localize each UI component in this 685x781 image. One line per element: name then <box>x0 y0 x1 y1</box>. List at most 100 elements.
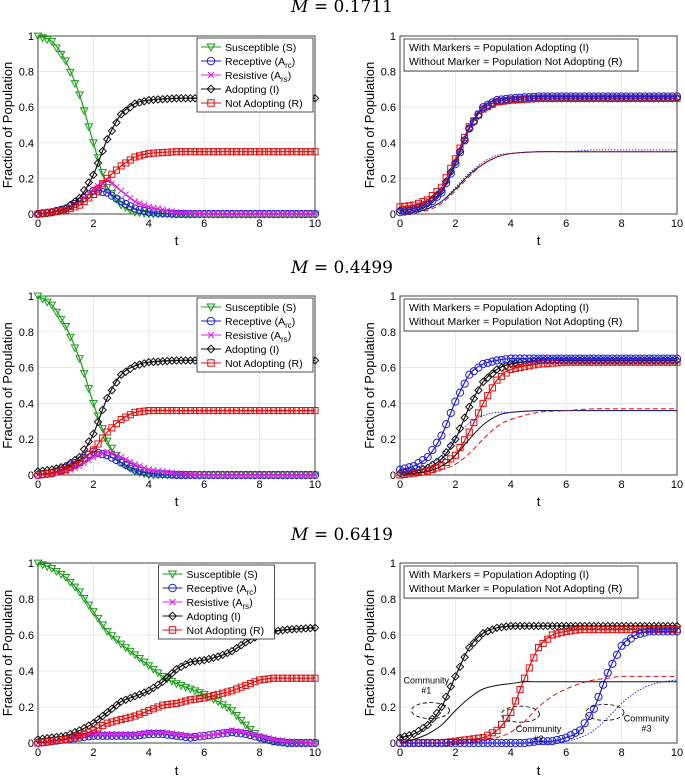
chart-panel-4: 0 2 4 6 8 10 0 0.2 0.4 0.6 0.8 1 t Fraction of Popula… <box>362 291 683 509</box>
y-tick-label: 0.8 <box>381 67 396 79</box>
y-tick-label: 0 <box>390 738 396 750</box>
chart-panel-3: 0 2 4 6 8 10 0 0.2 0.4 0.6 0.8 1 t Fraction of Popula… <box>0 291 321 509</box>
series-line <box>400 679 678 744</box>
legend-label: Receptive (Arc) <box>225 56 295 70</box>
y-tick-label: 0.2 <box>381 173 396 185</box>
y-tick-label: 0.4 <box>19 666 34 678</box>
chart-panel-1: 0 2 4 6 8 10 0 0.2 0.4 0.6 0.8 1 t Fraction of Popula… <box>0 31 321 248</box>
legend-label: Receptive (Arc) <box>225 316 295 330</box>
y-axis-label: Fraction of Population <box>362 322 377 448</box>
legend-label: Resistive (Ars) <box>187 597 253 611</box>
x-tick-label: 10 <box>671 218 683 230</box>
legend-entry: Adopting (I) <box>201 344 279 356</box>
legend-label: Adopting (I) <box>187 611 241 623</box>
y-tick-label: 0.4 <box>381 138 396 150</box>
legend: With Markers = Population Adopting (I) Wi… <box>403 298 639 332</box>
series-line <box>399 408 677 476</box>
group-title: M = 0.6419 <box>290 525 393 545</box>
y-tick-label: 0 <box>28 209 34 221</box>
x-tick-label: 6 <box>563 218 569 230</box>
group-title: M = 0.4499 <box>290 258 393 278</box>
legend-entry: Not Adopting (R) <box>162 625 264 637</box>
x-tick-label: 6 <box>201 218 207 230</box>
y-tick-label: 0.2 <box>19 702 34 714</box>
legend-entry: Adopting (I) <box>201 84 279 96</box>
x-tick-label: 6 <box>563 747 569 759</box>
x-tick-label: 0 <box>397 479 403 491</box>
legend-label: Without Marker = Population Not Adopting… <box>409 316 622 328</box>
legend: With Markers = Population Adopting (I) Wi… <box>403 565 639 599</box>
series-markers <box>395 92 682 217</box>
legend-label: With Markers = Population Adopting (I) <box>409 42 589 54</box>
community-ellipse <box>501 705 540 723</box>
series-markers <box>34 674 319 747</box>
y-tick-label: 0.6 <box>19 102 34 114</box>
legend-entry: Not Adopting (R) <box>201 358 303 370</box>
chart-panel-6: 0 2 4 6 8 10 0 0.2 0.4 0.6 0.8 1 t Fraction of Popula… <box>362 558 683 778</box>
legend: Susceptible (S) Receptive (Arc)Resistive … <box>158 564 275 640</box>
legend-label: Not Adopting (R) <box>225 358 303 370</box>
y-tick-label: 1 <box>28 31 34 43</box>
x-tick-label: 8 <box>257 218 263 230</box>
community-ellipse <box>585 703 625 721</box>
x-tick-label: 10 <box>309 747 321 759</box>
x-tick-label: 8 <box>619 747 625 759</box>
x-tick-label: 10 <box>309 479 321 491</box>
y-tick-label: 0.6 <box>19 630 34 642</box>
x-tick-label: 6 <box>201 479 207 491</box>
y-axis-label: Fraction of Population <box>0 590 15 716</box>
legend: Susceptible (S) Receptive (Arc)Resistive … <box>196 37 314 113</box>
x-tick-label: 4 <box>508 479 514 491</box>
series-line <box>399 151 677 215</box>
x-tick-label: 10 <box>309 218 321 230</box>
y-tick-label: 0.2 <box>19 173 34 185</box>
community-ellipse <box>411 702 450 720</box>
chart-panel-5: 0 2 4 6 8 10 0 0.2 0.4 0.6 0.8 1 t Fraction of Popula… <box>0 558 321 778</box>
legend: Susceptible (S) Receptive (Arc)Resistive … <box>196 297 314 373</box>
series-line <box>400 675 677 744</box>
series-markers <box>395 354 682 474</box>
legend-entry: Receptive (Arc) <box>162 583 257 597</box>
x-tick-label: 10 <box>671 747 683 759</box>
x-axis-label: t <box>175 763 179 778</box>
x-axis-label: t <box>175 494 179 509</box>
legend-label: Adopting (I) <box>225 344 279 356</box>
y-tick-label: 1 <box>28 291 34 303</box>
legend-label: Receptive (Arc) <box>187 583 257 597</box>
legend-entry: Adopting (I) <box>162 611 241 623</box>
x-tick-label: 2 <box>452 747 458 759</box>
y-tick-label: 0.2 <box>19 434 34 446</box>
x-tick-label: 2 <box>452 479 458 491</box>
y-axis-label: Fraction of Population <box>0 322 15 448</box>
legend-entry: Resistive (Ars) <box>201 330 291 344</box>
chart-panel-2: 0 2 4 6 8 10 0 0.2 0.4 0.6 0.8 1 t Fraction of Popula… <box>362 31 683 248</box>
y-tick-label: 0.8 <box>381 327 396 339</box>
x-tick-label: 0 <box>35 479 41 491</box>
x-tick-label: 2 <box>90 747 96 759</box>
y-tick-label: 0.8 <box>19 594 34 606</box>
group-title: M = 0.1711 <box>290 0 393 17</box>
x-tick-label: 4 <box>508 747 514 759</box>
legend-entry: Susceptible (S) <box>162 569 258 581</box>
legend-label: Susceptible (S) <box>187 569 258 581</box>
y-tick-label: 0.6 <box>381 630 396 642</box>
series-line <box>399 681 677 744</box>
x-axis-label: t <box>175 233 179 248</box>
y-tick-label: 1 <box>390 291 396 303</box>
y-axis-label: Fraction of Population <box>362 62 377 188</box>
x-tick-label: 0 <box>397 747 403 759</box>
x-tick-label: 8 <box>619 479 625 491</box>
y-tick-label: 0.2 <box>381 702 396 714</box>
x-axis-label: t <box>537 233 541 248</box>
x-tick-label: 2 <box>90 218 96 230</box>
y-tick-label: 0.4 <box>19 138 34 150</box>
x-tick-label: 0 <box>35 747 41 759</box>
y-tick-label: 0.4 <box>19 398 34 410</box>
x-tick-label: 0 <box>35 218 41 230</box>
legend-label: Susceptible (S) <box>225 42 296 54</box>
series-line <box>399 410 677 476</box>
legend-label: Resistive (Ars) <box>225 70 291 84</box>
x-tick-label: 2 <box>90 479 96 491</box>
x-tick-label: 4 <box>146 479 152 491</box>
y-tick-label: 1 <box>28 558 34 570</box>
